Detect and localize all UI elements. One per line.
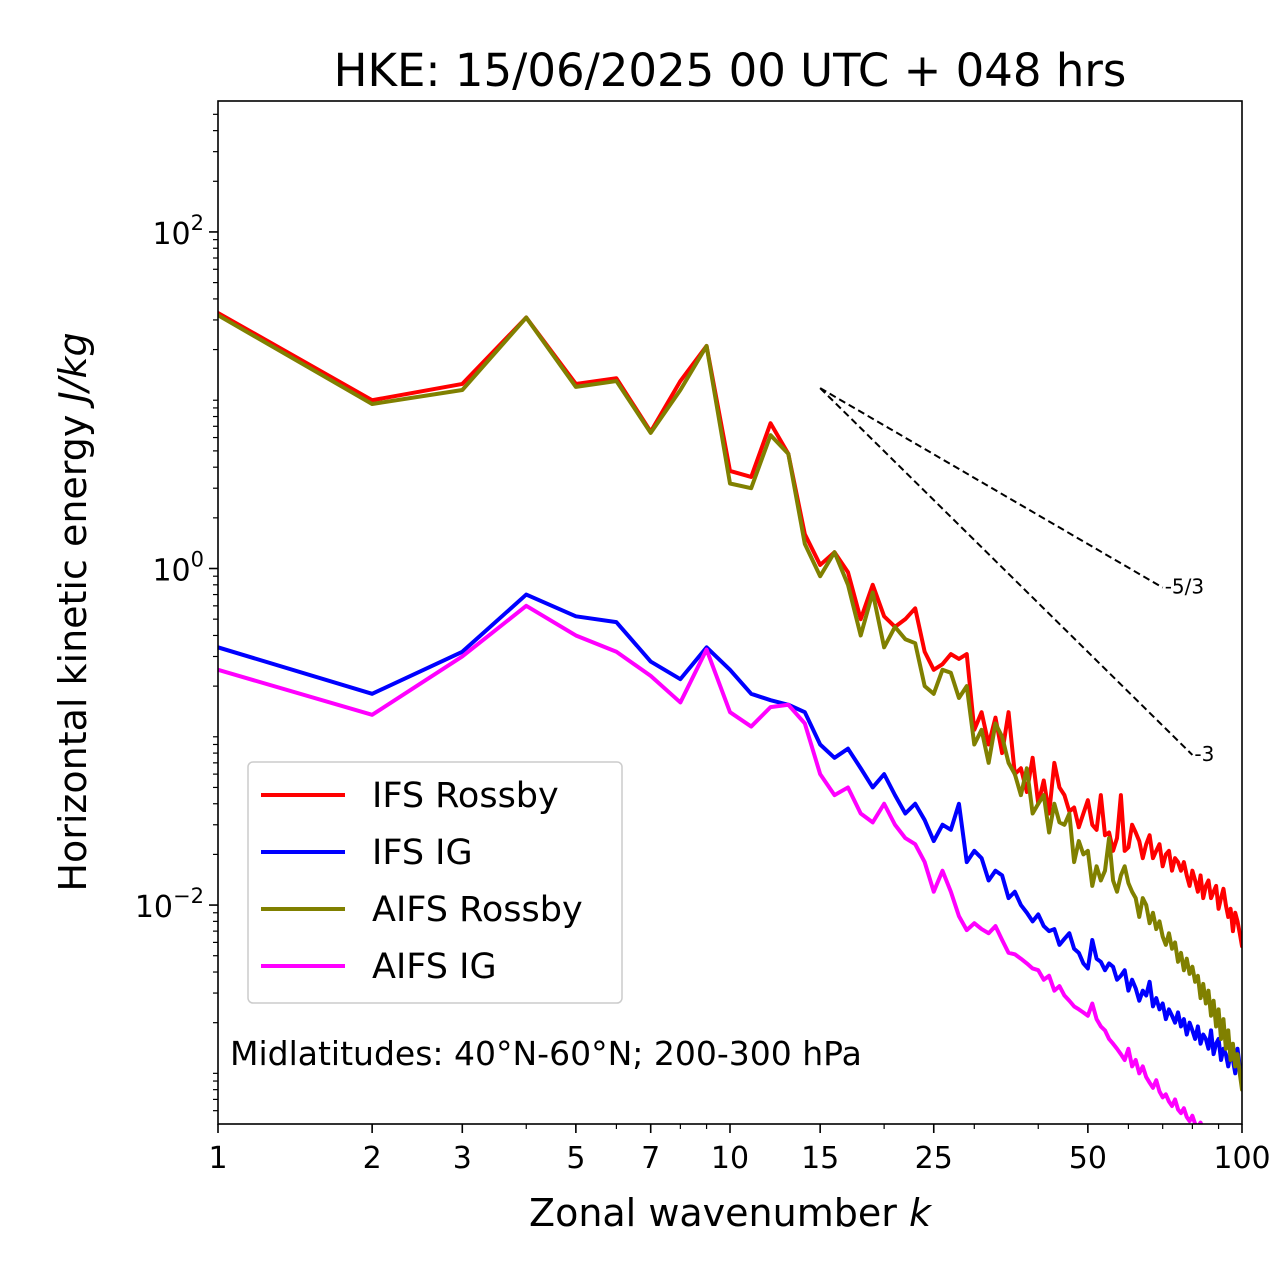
x-axis-label-var: k bbox=[909, 1191, 933, 1235]
x-tick-label: 2 bbox=[363, 1141, 382, 1176]
series-line-0 bbox=[218, 310, 1242, 949]
series-line-3 bbox=[218, 603, 1204, 1124]
x-tick-label: 7 bbox=[641, 1141, 660, 1176]
plot-frame bbox=[217, 100, 1243, 1125]
legend-box bbox=[247, 761, 623, 1004]
y-tick-label: 102 bbox=[152, 211, 204, 252]
region-annotation: Midlatitudes: 40°N-60°N; 200-300 hPa bbox=[230, 1034, 862, 1073]
x-tick-label: 5 bbox=[566, 1141, 585, 1176]
legend-label-0: IFS Rossby bbox=[372, 776, 559, 816]
y-axis-label: Horizontal kinetic energy J/kg bbox=[51, 332, 95, 891]
legend-label-3: AIFS IG bbox=[372, 947, 497, 987]
reference-line-0 bbox=[819, 387, 1164, 589]
reference-line-label-1: -3 bbox=[1194, 742, 1214, 766]
series-layer bbox=[218, 310, 1242, 1124]
chart-title: HKE: 15/06/2025 00 UTC + 048 hrs bbox=[334, 44, 1127, 97]
x-tick-label: 1 bbox=[208, 1141, 227, 1176]
reference-lines: -5/3 -3 bbox=[819, 387, 1214, 766]
legend-label-2: AIFS Rossby bbox=[372, 890, 583, 930]
x-tick-label: 10 bbox=[711, 1141, 749, 1176]
series-line-2 bbox=[218, 313, 1242, 1092]
y-tick-label: 10−2 bbox=[135, 884, 204, 925]
series-line-1 bbox=[218, 592, 1242, 1084]
legend-label-1: IFS IG bbox=[372, 833, 473, 873]
x-tick-label: 25 bbox=[915, 1141, 953, 1176]
x-axis-label: Zonal wavenumber k bbox=[529, 1191, 933, 1235]
y-axis-label-text: Horizontal kinetic energy bbox=[51, 415, 95, 892]
reference-line-label-0: -5/3 bbox=[1165, 575, 1204, 599]
legend-entries: IFS Rossby IFS IG AIFS Rossby AIFS IG bbox=[261, 776, 583, 987]
x-axis-label-text: Zonal wavenumber bbox=[529, 1191, 897, 1235]
y-axis-label-unit: J/kg bbox=[51, 332, 95, 409]
x-tick-label: 3 bbox=[453, 1141, 472, 1176]
x-tick-label: 15 bbox=[801, 1141, 839, 1176]
x-tick-label: 50 bbox=[1069, 1141, 1107, 1176]
y-tick-label: 100 bbox=[152, 548, 204, 589]
legend: IFS Rossby IFS IG AIFS Rossby AIFS IG bbox=[247, 761, 623, 1004]
x-tick-label: 100 bbox=[1213, 1141, 1270, 1176]
reference-line-1 bbox=[819, 387, 1194, 756]
axis-ticks: 1 2 3 5 7 10 15 25 50 100 102 100 10−2 bbox=[135, 113, 1271, 1176]
